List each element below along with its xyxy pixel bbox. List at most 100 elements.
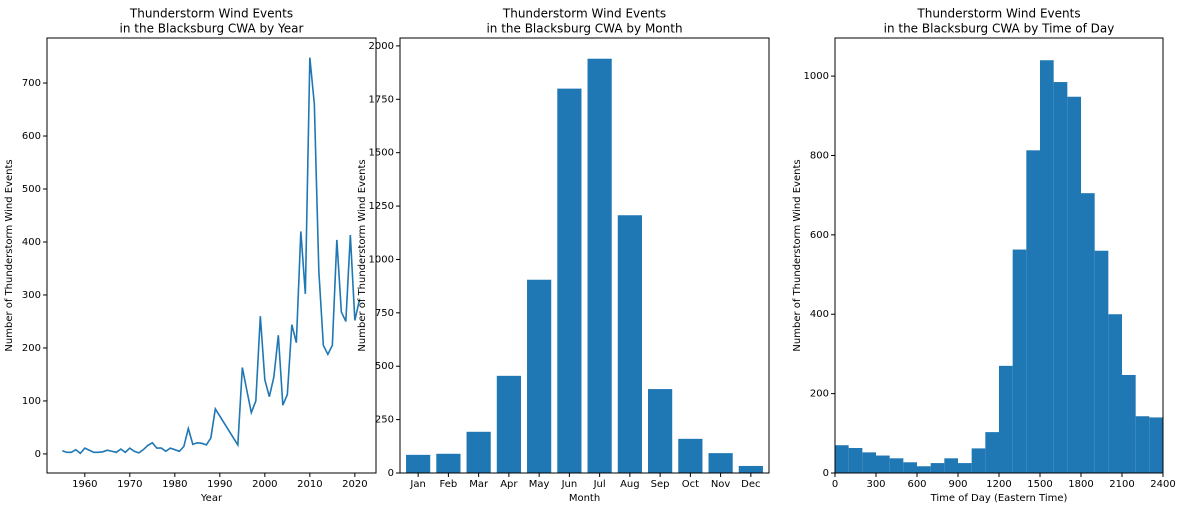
- y-tick-label: 0: [35, 449, 41, 460]
- y-tick-label: 200: [810, 389, 829, 400]
- bar: [617, 215, 642, 473]
- y-axis-label: Number of Thunderstorm Wind Events: [4, 159, 15, 351]
- y-tick-label: 1750: [369, 94, 394, 105]
- x-axis-label: Year: [200, 493, 223, 504]
- bar: [527, 279, 552, 473]
- chart-title: in the Blacksburg CWA by Month: [486, 22, 682, 36]
- histogram-bar: [930, 463, 945, 473]
- y-axis-label: Number of Thunderstorm Wind Events: [357, 159, 368, 351]
- histogram-bar: [876, 455, 890, 473]
- bar: [738, 465, 763, 473]
- y-tick-label: 750: [375, 308, 394, 319]
- histogram-bar: [1053, 82, 1068, 473]
- y-tick-label: 0: [823, 468, 829, 479]
- x-tick-label: 1960: [72, 479, 97, 490]
- histogram-bar: [1149, 417, 1163, 473]
- histogram-bar: [835, 445, 849, 473]
- histogram-bar: [1135, 416, 1150, 473]
- x-tick-label: 2400: [1150, 479, 1175, 490]
- x-tick-label: 600: [907, 479, 926, 490]
- x-tick-label: Aug: [620, 479, 640, 490]
- histogram-bar: [1040, 60, 1054, 473]
- histogram-bar: [1026, 150, 1040, 473]
- x-axis-label: Month: [569, 493, 600, 504]
- histogram-bar: [917, 466, 931, 473]
- x-tick-label: 0: [832, 479, 838, 490]
- histogram-bar: [1122, 374, 1136, 473]
- chart-title: Thunderstorm Wind Events: [502, 7, 666, 21]
- histogram-bar: [999, 365, 1013, 473]
- bar: [406, 454, 431, 473]
- x-tick-label: 2010: [297, 479, 322, 490]
- x-tick-label: 1200: [986, 479, 1011, 490]
- histogram-bar: [1108, 314, 1122, 473]
- histogram-bar: [971, 448, 986, 473]
- x-tick-label: Apr: [500, 479, 518, 490]
- x-tick-label: 1980: [162, 479, 187, 490]
- x-tick-label: Oct: [682, 479, 699, 490]
- x-tick-label: 2000: [252, 479, 277, 490]
- histogram-bar: [944, 458, 958, 473]
- bar: [466, 431, 491, 473]
- x-axis-label: Time of Day (Eastern Time): [930, 493, 1068, 504]
- x-tick-label: 2100: [1109, 479, 1134, 490]
- histogram-bar: [985, 432, 999, 473]
- y-tick-label: 800: [810, 150, 829, 161]
- y-tick-label: 500: [375, 361, 394, 372]
- x-tick-label: 900: [948, 479, 967, 490]
- histogram-bar: [1067, 96, 1081, 473]
- y-tick-label: 1000: [804, 71, 829, 82]
- x-tick-label: 1970: [117, 479, 142, 490]
- x-tick-label: Sep: [651, 479, 670, 490]
- chart-title: in the Blacksburg CWA by Year: [120, 22, 304, 36]
- y-tick-label: 500: [22, 184, 41, 195]
- x-tick-label: 1990: [207, 479, 232, 490]
- bar: [587, 58, 612, 473]
- y-tick-label: 600: [22, 131, 41, 142]
- chart-title: Thunderstorm Wind Events: [916, 7, 1080, 21]
- histogram-bar: [1094, 250, 1109, 473]
- x-tick-label: Jun: [561, 479, 578, 490]
- bar: [557, 88, 582, 473]
- y-axis-label: Number of Thunderstorm Wind Events: [792, 159, 803, 351]
- y-tick-label: 250: [375, 415, 394, 426]
- bar: [496, 375, 521, 473]
- plot-frame: [834, 37, 1164, 474]
- bar: [648, 389, 673, 473]
- x-tick-label: 300: [866, 479, 885, 490]
- plot-frame: [46, 37, 377, 474]
- plot-frame: [399, 37, 770, 474]
- x-tick-label: May: [529, 479, 550, 490]
- histogram-bar: [1012, 249, 1027, 473]
- chart-title: Thunderstorm Wind Events: [129, 7, 293, 21]
- x-tick-label: Jul: [593, 479, 606, 490]
- x-tick-label: Jan: [409, 479, 425, 490]
- histogram-bar: [889, 458, 904, 473]
- bar: [678, 438, 703, 473]
- x-tick-label: 2020: [342, 479, 367, 490]
- histogram-bar: [903, 462, 917, 473]
- y-tick-label: 2000: [369, 41, 394, 52]
- x-tick-label: Nov: [711, 479, 731, 490]
- y-tick-label: 0: [388, 468, 394, 479]
- y-tick-label: 600: [810, 230, 829, 241]
- histogram-bar: [1081, 193, 1095, 473]
- y-tick-label: 200: [22, 343, 41, 354]
- x-tick-label: 1500: [1027, 479, 1052, 490]
- y-tick-label: 1000: [369, 254, 394, 265]
- y-tick-label: 400: [810, 309, 829, 320]
- histogram-bar: [848, 447, 863, 473]
- y-tick-label: 100: [22, 396, 41, 407]
- bar: [436, 453, 461, 473]
- histogram-bar: [958, 463, 972, 473]
- y-tick-label: 700: [22, 78, 41, 89]
- y-tick-label: 400: [22, 237, 41, 248]
- x-tick-label: Mar: [469, 479, 489, 490]
- x-tick-label: 1800: [1068, 479, 1093, 490]
- bar: [708, 453, 733, 473]
- x-tick-label: Feb: [440, 479, 458, 490]
